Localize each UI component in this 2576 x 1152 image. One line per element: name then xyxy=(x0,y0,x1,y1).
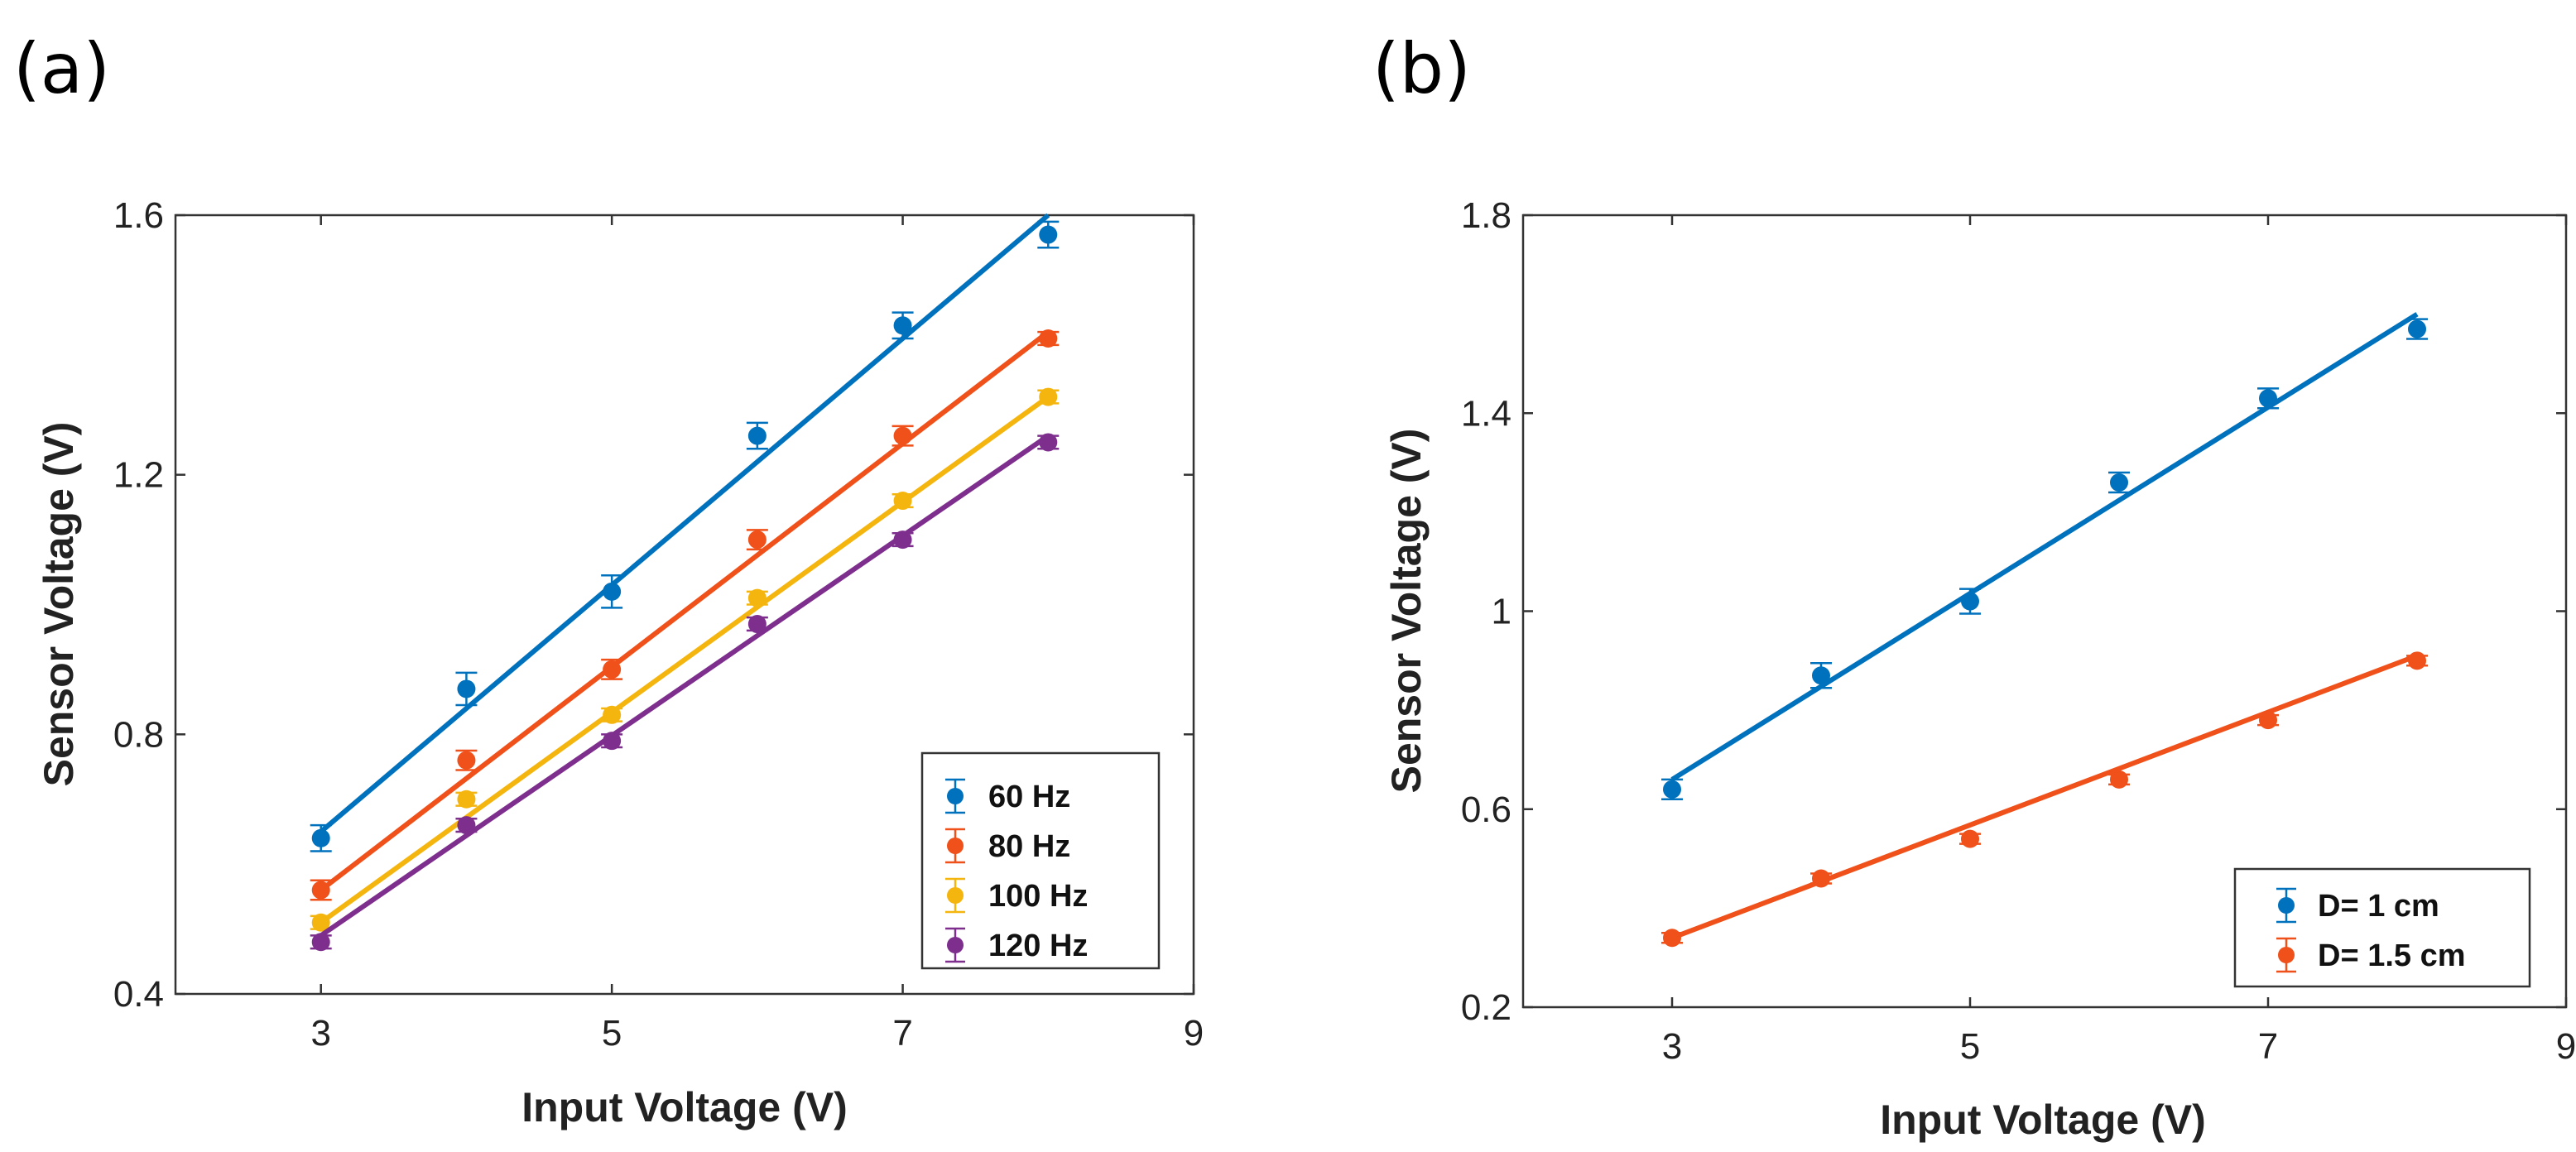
panel-a-legend-box xyxy=(920,751,1161,970)
panel-a-legend-label-100-hz: 100 Hz xyxy=(988,879,1088,914)
panel-a-xtick-label: 7 xyxy=(892,1013,912,1054)
panel-a-xtick-label: 3 xyxy=(310,1013,330,1054)
panel-a-point-120-hz xyxy=(457,816,476,835)
panel-b-fit-line-d-1-cm xyxy=(1670,312,2419,782)
panel-b-fit-line-d-1-5-cm xyxy=(1670,653,2419,941)
panel-b-point-d-1-5-cm xyxy=(1663,929,1681,948)
panel-a-legend-marker-100-hz xyxy=(947,887,964,904)
panel-b-xtick-label: 9 xyxy=(2556,1026,2576,1067)
panel-b: (b) 3 5 7 90.20.611.41.8 Input Voltage (V) … xyxy=(1372,28,2576,1143)
panel-b-legend-box xyxy=(2233,867,2531,988)
panel-b-point-d-1-cm xyxy=(1812,666,1830,685)
panel-b-ytick-label: 1 xyxy=(1492,592,1511,632)
panel-b-ticks: 3 5 7 9 0.2 0.6 1 1.4 1.8 xyxy=(1461,195,2576,1067)
panel-a-point-100-hz xyxy=(457,790,476,809)
panel-a-legend-label-80-hz: 80 Hz xyxy=(988,829,1070,864)
panel-a-point-80-hz xyxy=(311,881,330,900)
panel-a: (a) 3 5 7 9 0.4 0.8 1.2 1.6 Input Voltage (V) S… xyxy=(13,28,1204,1130)
panel-b-point-d-1-5-cm xyxy=(2110,770,2128,789)
panel-b-label: (b) xyxy=(1372,28,1471,109)
panel-a-point-80-hz xyxy=(457,751,476,770)
panel-b-ytick-label: 1.4 xyxy=(1461,393,1511,434)
panel-a-point-120-hz xyxy=(311,933,330,952)
panel-a-point-60-hz xyxy=(747,426,767,445)
panel-a-point-120-hz xyxy=(893,530,912,550)
panel-b-marks xyxy=(1661,312,2428,948)
panel-b-point-d-1-cm xyxy=(1663,780,1681,799)
panel-a-marks xyxy=(310,213,1060,952)
panel-a-point-60-hz xyxy=(893,316,912,335)
panel-b-legend-marker-d-1-cm xyxy=(2278,897,2295,914)
panel-a-legend-marker-80-hz xyxy=(947,838,964,854)
panel-a-legend-label-120-hz: 120 Hz xyxy=(988,929,1088,963)
panel-a-point-60-hz xyxy=(603,582,622,601)
panel-a-plot: 3 5 7 9 0.4 0.8 1.2 1.6 xyxy=(113,195,1204,1054)
panel-a-legend-marker-120-hz xyxy=(947,937,964,953)
panel-b-point-d-1-5-cm xyxy=(1961,829,1979,848)
panel-a-fit-line-100-hz xyxy=(319,395,1050,925)
panel-a-point-60-hz xyxy=(311,828,330,847)
panel-a-ytick-label: 0.8 xyxy=(113,714,164,755)
panel-a-point-80-hz xyxy=(747,530,767,550)
panel-b-ylabel: Sensor Voltage (V) xyxy=(1383,429,1430,794)
panel-a-legend: 60 Hz 80 Hz 100 Hz 120 Hz xyxy=(920,751,1161,970)
panel-a-ytick-label: 1.2 xyxy=(113,455,164,496)
panel-b-plot: 3 5 7 9 0.2 0.6 1 1.4 1.8 xyxy=(1461,195,2576,1067)
panel-b-legend-label-d-1-5-cm: D= 1.5 cm xyxy=(2318,938,2466,973)
panel-a-legend-label-60-hz: 60 Hz xyxy=(988,780,1070,814)
panel-a-point-100-hz xyxy=(1039,387,1058,406)
panel-b-point-d-1-cm xyxy=(2408,319,2426,338)
panel-b-point-d-1-5-cm xyxy=(2259,711,2277,730)
panel-a-legend-marker-60-hz xyxy=(947,788,964,804)
panel-a-fit-line-60-hz xyxy=(319,213,1050,834)
panel-b-xlabel: Input Voltage (V) xyxy=(1880,1097,2205,1143)
panel-a-point-120-hz xyxy=(747,615,767,634)
panel-a-point-80-hz xyxy=(893,426,912,445)
panel-b-ytick-label: 0.6 xyxy=(1461,790,1511,830)
panel-b-ytick-label: 1.8 xyxy=(1461,195,1511,236)
panel-b-xtick-label: 5 xyxy=(1960,1026,1980,1067)
panel-a-fit-line-80-hz xyxy=(319,329,1050,892)
panel-b-point-d-1-5-cm xyxy=(2408,651,2426,670)
panel-a-ytick-label: 1.6 xyxy=(113,195,164,236)
panel-a-ylabel: Sensor Voltage (V) xyxy=(36,422,82,787)
panel-b-ytick-label: 0.2 xyxy=(1461,987,1511,1028)
panel-b-point-d-1-cm xyxy=(2110,473,2128,492)
panel-a-label: (a) xyxy=(13,28,110,109)
panel-b-legend-label-d-1-cm: D= 1 cm xyxy=(2318,889,2439,924)
panel-b-point-d-1-5-cm xyxy=(1812,869,1830,888)
panel-a-point-120-hz xyxy=(1039,433,1058,452)
panel-a-xtick-label: 9 xyxy=(1184,1013,1204,1054)
panel-a-point-100-hz xyxy=(747,588,767,607)
panel-b-point-d-1-cm xyxy=(1961,592,1979,611)
panel-a-xlabel: Input Voltage (V) xyxy=(521,1084,847,1130)
panel-b-xtick-label: 3 xyxy=(1662,1026,1682,1067)
panel-a-point-120-hz xyxy=(603,732,622,751)
panel-a-fit-line-120-hz xyxy=(320,434,1050,938)
panel-a-ticks: 3 5 7 9 0.4 0.8 1.2 1.6 xyxy=(113,195,1204,1054)
panel-b-point-d-1-cm xyxy=(2259,389,2277,408)
panel-a-point-100-hz xyxy=(893,492,912,511)
panel-b-legend-marker-d-1-5-cm xyxy=(2278,947,2295,963)
panel-a-point-80-hz xyxy=(603,660,622,679)
panel-a-point-60-hz xyxy=(1039,225,1058,244)
panel-a-xtick-label: 5 xyxy=(602,1013,622,1054)
panel-b-xtick-label: 7 xyxy=(2258,1026,2278,1067)
panel-a-point-100-hz xyxy=(603,705,622,724)
panel-a-point-80-hz xyxy=(1039,329,1058,348)
panel-a-point-100-hz xyxy=(311,913,330,932)
panel-a-axes-frame xyxy=(174,214,1195,996)
panel-a-ytick-label: 0.4 xyxy=(113,974,164,1015)
panel-a-point-60-hz xyxy=(457,679,476,698)
panel-b-legend: D= 1 cm D= 1.5 cm xyxy=(2233,867,2531,988)
